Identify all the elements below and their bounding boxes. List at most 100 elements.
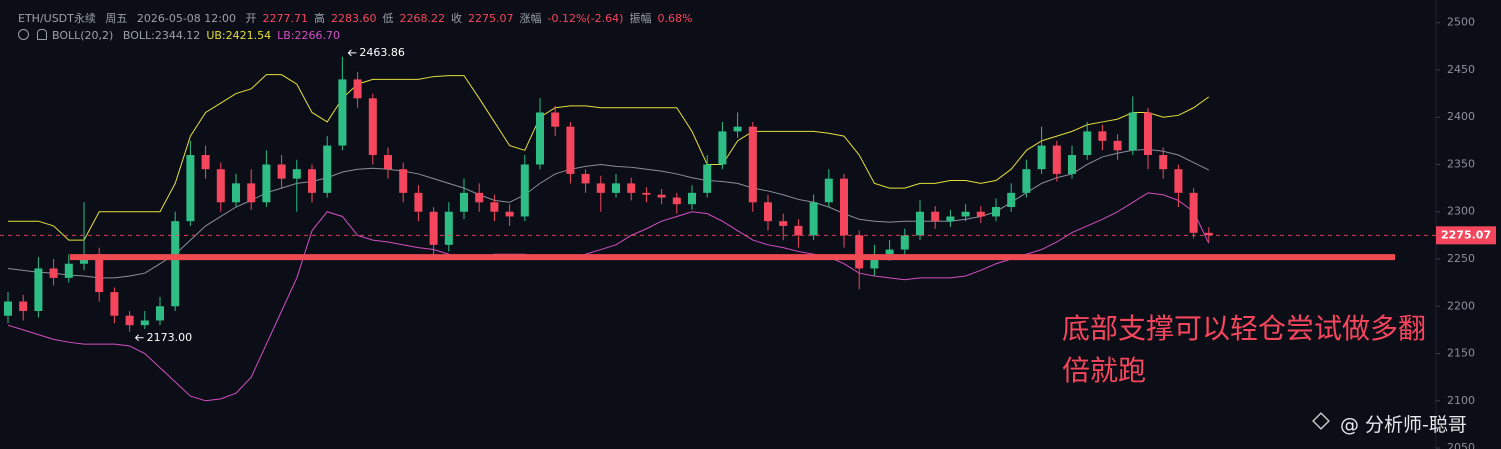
candle-body xyxy=(688,192,696,205)
y-tick-label: 2150 xyxy=(1447,347,1475,360)
candle-body xyxy=(1022,169,1031,193)
candle-body xyxy=(186,155,195,222)
candle-body xyxy=(247,183,256,203)
field-label: 高 xyxy=(314,12,325,25)
candle-body xyxy=(536,112,544,165)
candle-body xyxy=(1037,145,1046,170)
annotation-note: 底部支撑可以轻仓尝试做多翻 倍就跑 xyxy=(1062,308,1426,392)
field-value: 2277.71 xyxy=(262,12,309,25)
candle-body xyxy=(992,207,1000,217)
candle-body xyxy=(1068,155,1076,174)
eye-icon[interactable] xyxy=(18,29,29,40)
candle-body xyxy=(931,211,940,222)
candle-body xyxy=(779,221,788,226)
candle-body xyxy=(627,183,636,193)
candle-body xyxy=(95,254,104,293)
legend-entry: UB:2421.54 xyxy=(206,29,272,42)
candle-body xyxy=(156,306,164,321)
y-tick-label: 2450 xyxy=(1447,63,1475,76)
candle-body xyxy=(399,169,408,193)
candle-body xyxy=(596,183,605,193)
y-tick-label: 2500 xyxy=(1447,16,1475,29)
candle-body xyxy=(384,155,392,170)
label-arrow xyxy=(134,334,144,342)
candle-body xyxy=(885,249,894,255)
extreme-label: 2463.86 xyxy=(359,46,405,59)
candle-body xyxy=(444,211,453,245)
field-label: 低 xyxy=(382,12,394,25)
alert-icon[interactable] xyxy=(36,29,47,40)
candle-body xyxy=(338,79,347,146)
candle-body xyxy=(520,164,529,217)
candle-body xyxy=(718,131,727,165)
candle-body xyxy=(1128,112,1137,151)
candle-body xyxy=(475,192,484,203)
candle-body xyxy=(1007,192,1016,208)
extreme-label: 2173.00 xyxy=(147,331,193,344)
candle-body xyxy=(900,235,909,250)
field-value: 0.68% xyxy=(657,12,693,25)
candle-body xyxy=(460,192,468,212)
candle-body xyxy=(824,178,833,203)
note-line: 底部支撑可以轻仓尝试做多翻 xyxy=(1062,312,1427,345)
candle-body xyxy=(1159,155,1168,170)
candle-body xyxy=(353,79,362,99)
candle-body xyxy=(1052,145,1061,174)
candle-body xyxy=(64,263,73,278)
candle-body xyxy=(551,112,560,127)
candle-body xyxy=(429,211,438,245)
candle-body xyxy=(566,126,575,174)
y-tick-label: 2350 xyxy=(1447,157,1475,170)
candle-body xyxy=(277,164,286,179)
candle-body xyxy=(505,211,514,217)
last-price-label: 2275.07 xyxy=(1441,228,1491,241)
candle-body xyxy=(612,183,620,193)
symbol: ETH/USDT永续 xyxy=(18,12,96,25)
weekday: 周五 xyxy=(105,12,128,25)
field-value: 2268.22 xyxy=(399,12,446,25)
candle-body xyxy=(794,225,803,236)
candle-body xyxy=(1189,192,1198,233)
y-tick-label: 2200 xyxy=(1447,299,1475,312)
candle-body xyxy=(171,221,180,307)
band-line xyxy=(7,192,1210,402)
candle-body xyxy=(216,169,225,203)
candle-body xyxy=(232,183,240,203)
candle-body xyxy=(1113,140,1122,151)
candle-body xyxy=(262,164,271,203)
watermark: @ 分析师-聪哥 xyxy=(1340,414,1467,436)
candle-body xyxy=(4,301,12,316)
candle-body xyxy=(764,202,772,222)
candle-body xyxy=(581,173,590,184)
candle-body xyxy=(657,194,666,198)
y-tick-label: 2400 xyxy=(1447,110,1475,123)
candle-body xyxy=(703,164,712,193)
candle-body xyxy=(855,235,864,269)
candle-body xyxy=(1098,131,1107,141)
field-label: 开 xyxy=(245,12,257,25)
candle-body xyxy=(840,178,848,236)
field-value: -0.12%(-2.64) xyxy=(547,12,624,25)
y-tick-label: 2250 xyxy=(1447,252,1475,265)
y-tick-label: 2300 xyxy=(1447,205,1475,218)
candle-body xyxy=(414,192,423,212)
candle-body xyxy=(642,192,651,195)
legend-entry: LB:2266.70 xyxy=(277,29,340,42)
datetime: 2026-05-08 12:00 xyxy=(136,12,236,25)
candle-body xyxy=(961,211,970,217)
indicator-name: BOLL(20,2) xyxy=(52,29,114,42)
candle-body xyxy=(308,169,316,193)
header-line: ETH/USDT永续 周五 2026-05-08 12:00 开 2277.71 高… xyxy=(18,10,698,26)
candle-body xyxy=(809,202,818,236)
legend-entry: BOLL:2344.12 xyxy=(122,29,201,42)
indicator-line: BOLL(20,2) BOLL:2344.12 UB:2421.54 LB:2266… xyxy=(18,29,346,42)
candle-body xyxy=(19,301,28,311)
candle-body xyxy=(323,145,332,193)
candle-body xyxy=(1204,232,1213,236)
candle-body xyxy=(34,268,43,311)
candle-body xyxy=(490,202,499,212)
y-tick-label: 2100 xyxy=(1447,394,1475,407)
candle-body xyxy=(1174,169,1183,193)
y-tick-label: 2050 xyxy=(1447,441,1475,449)
